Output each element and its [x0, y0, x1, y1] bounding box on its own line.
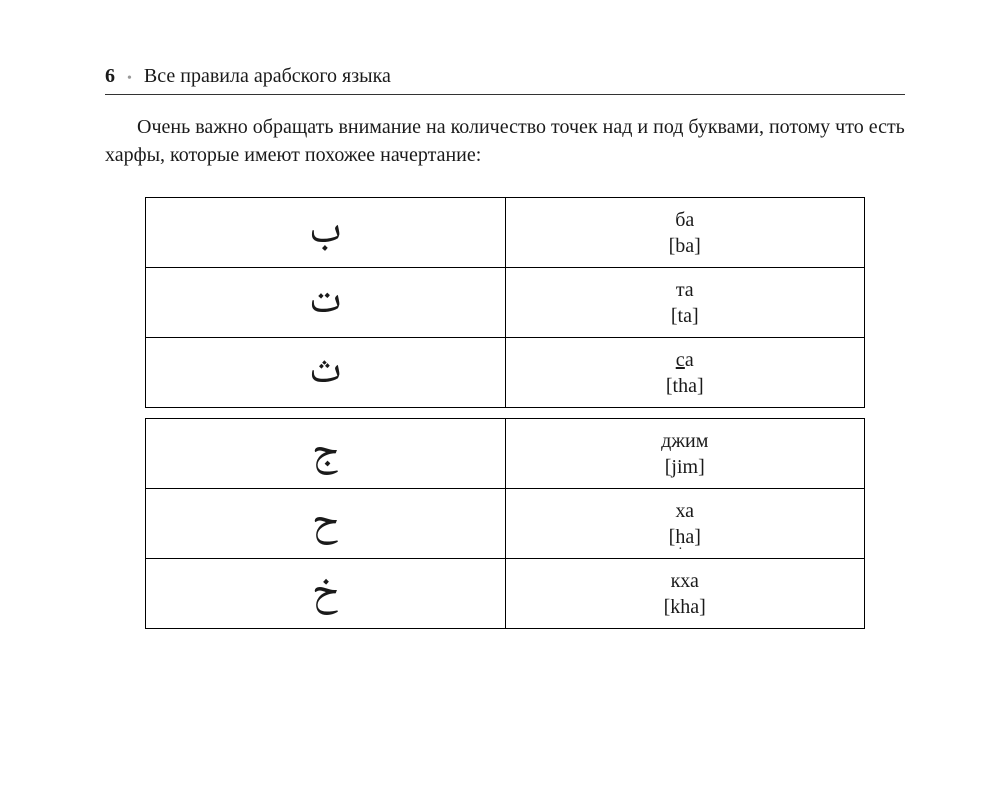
header-title: Все правила арабского языка — [144, 65, 391, 88]
letter-ipa: [ha] — [506, 524, 865, 550]
arabic-letter-cell: ج — [146, 419, 506, 489]
letter-ipa: [kha] — [506, 594, 865, 620]
transliteration-cell: джим[jim] — [505, 419, 865, 489]
arabic-letter-cell: ت — [146, 268, 506, 338]
tables-container: بба[ba]تта[ta]ثса[tha] جджим[jim]حха[ha]… — [105, 197, 905, 629]
letter-ipa: [ta] — [506, 303, 865, 329]
table-row: ثса[tha] — [146, 338, 865, 408]
letter-name: джим — [506, 428, 865, 454]
letter-table-1: بба[ba]تта[ta]ثса[tha] — [145, 197, 865, 408]
page-number: 6 — [105, 65, 115, 88]
letter-ipa: [ba] — [506, 233, 865, 259]
letter-name: са — [506, 347, 865, 373]
table-row: جджим[jim] — [146, 419, 865, 489]
transliteration-cell: са[tha] — [505, 338, 865, 408]
letter-name: кха — [506, 568, 865, 594]
letter-ipa: [jim] — [506, 454, 865, 480]
page-header: 6 • Все правила арабского языка — [105, 65, 905, 95]
transliteration-cell: та[ta] — [505, 268, 865, 338]
arabic-letter-cell: خ — [146, 559, 506, 629]
transliteration-cell: ха[ha] — [505, 489, 865, 559]
letter-table-2: جджим[jim]حха[ha]خкха[kha] — [145, 418, 865, 629]
arabic-letter-cell: ث — [146, 338, 506, 408]
letter-ipa: [tha] — [506, 373, 865, 399]
arabic-letter-cell: ب — [146, 198, 506, 268]
letter-name: ба — [506, 207, 865, 233]
intro-paragraph: Очень важно обращать внимание на количес… — [105, 113, 905, 169]
table-row: خкха[kha] — [146, 559, 865, 629]
table-row: حха[ha] — [146, 489, 865, 559]
letter-name: ха — [506, 498, 865, 524]
transliteration-cell: кха[kha] — [505, 559, 865, 629]
letter-name: та — [506, 277, 865, 303]
table-row: بба[ba] — [146, 198, 865, 268]
arabic-letter-cell: ح — [146, 489, 506, 559]
table-row: تта[ta] — [146, 268, 865, 338]
header-bullet: • — [127, 71, 132, 87]
transliteration-cell: ба[ba] — [505, 198, 865, 268]
